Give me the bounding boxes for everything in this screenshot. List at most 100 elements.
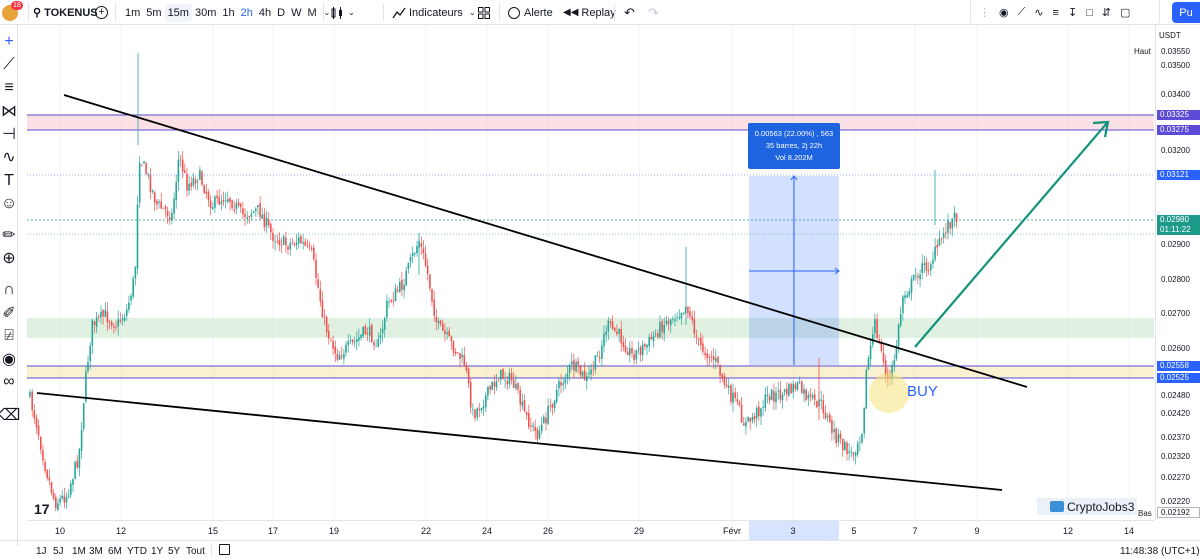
candle-body [467, 368, 470, 384]
candle-body [188, 183, 190, 191]
target-arrow-line[interactable] [914, 122, 1108, 348]
redo-button[interactable]: ↷ [648, 0, 659, 25]
magnet-icon[interactable]: ∩ [3, 281, 15, 298]
trend-line-icon[interactable]: ⟋ [3, 56, 15, 73]
fib-retracement-icon[interactable]: ≡ [4, 79, 14, 96]
candle-body [313, 247, 315, 260]
candle-body [306, 243, 309, 245]
tf-5m[interactable]: 5m [146, 6, 162, 19]
buy-label[interactable]: BUY [907, 383, 938, 400]
range-1d[interactable]: 1J [36, 546, 47, 557]
candle-body [512, 379, 515, 388]
candle-body [551, 404, 554, 408]
long-position-icon[interactable]: ↧ [1067, 7, 1078, 19]
emoji-icon[interactable]: ☺ [0, 195, 18, 212]
fib-lines-icon[interactable]: ≡ [1052, 6, 1059, 19]
candle-body [755, 407, 758, 419]
chart-type-button[interactable]: ⌄ [330, 0, 355, 25]
brush-icon[interactable]: ∿ [2, 149, 16, 166]
range-ytd[interactable]: YTD [127, 546, 147, 557]
candle-body [461, 354, 463, 358]
publish-button[interactable]: Pu [1172, 2, 1200, 23]
brush-icon[interactable]: ∿ [1034, 7, 1044, 19]
candle-body [902, 296, 904, 314]
time-scale[interactable]: 10 12 15 17 19 22 24 26 29 Févr 3 5 7 9 … [27, 520, 1154, 540]
range-6m[interactable]: 6M [108, 546, 122, 557]
crosshair-icon[interactable]: + [4, 33, 14, 50]
tf-1m[interactable]: 1m [125, 6, 141, 19]
candle-body [504, 380, 506, 381]
compare-symbol-button[interactable]: + [95, 0, 108, 25]
candle-body [98, 315, 100, 317]
price-chart[interactable]: 0.00563 (22.00%) , 563 35 barres, 2j 22h… [27, 25, 1154, 520]
candle-body [263, 213, 266, 228]
target-icon[interactable]: ◉ [999, 7, 1009, 19]
measure-arrowhead-right [834, 267, 840, 275]
zoom-in-icon[interactable]: ⊕ [2, 250, 16, 267]
clock-timezone[interactable]: 11:48:38 (UTC+1) [1120, 546, 1200, 557]
undo-button[interactable]: ↶ [624, 0, 635, 25]
candle-body [764, 394, 767, 409]
wedge-upper-trendline[interactable] [63, 94, 1028, 388]
candle-body [282, 236, 285, 245]
notification-badge: 18 [11, 0, 23, 10]
layout-templates-button[interactable] [478, 0, 490, 25]
price-scale[interactable]: USDT Haut 0.03550 0.03500 0.03400 0.0320… [1134, 25, 1200, 520]
candle-body [639, 347, 642, 355]
buy-highlight-circle[interactable] [869, 373, 909, 413]
candle-body [846, 442, 848, 455]
lock-icon[interactable]: ⍯ [4, 327, 14, 344]
candle-body [289, 243, 291, 250]
candle-body [635, 350, 638, 360]
replay-button[interactable]: ◀◀ Replay [563, 0, 616, 25]
range-5y[interactable]: 5Y [168, 546, 181, 557]
tf-D[interactable]: D [277, 6, 286, 19]
tf-M[interactable]: M [307, 6, 317, 19]
range-3m[interactable]: 3M [89, 546, 103, 557]
candle-body [736, 399, 739, 402]
alert-button[interactable]: Alerte [508, 0, 553, 25]
trash-icon[interactable]: ⌫ [0, 407, 21, 424]
candle-body [448, 330, 450, 337]
chevron-down-icon[interactable]: ⌄ [323, 8, 331, 17]
drag-handle-icon[interactable]: ⋮ [979, 7, 990, 19]
ruler-icon[interactable]: ✏ [2, 227, 16, 244]
text-icon[interactable]: T [4, 172, 14, 189]
tradingview-logo[interactable]: 17 [34, 501, 50, 517]
measure-range-icon[interactable]: ⇵ [1101, 7, 1112, 19]
projection-icon[interactable]: ⊣ [2, 126, 16, 143]
link-icon[interactable]: ∞ [3, 373, 15, 390]
tf-4h[interactable]: 4h [258, 6, 272, 19]
tf-15m[interactable]: 15m [164, 3, 192, 22]
tf-1h[interactable]: 1h [222, 6, 235, 19]
candle-body [72, 479, 74, 485]
candle-body [433, 299, 435, 316]
wedge-lower-trendline[interactable] [36, 392, 1003, 491]
tf-W[interactable]: W [291, 6, 302, 19]
eye-icon[interactable]: ◉ [2, 351, 16, 368]
avatar[interactable]: 18 [2, 0, 23, 25]
candle-body [758, 406, 760, 417]
range-all[interactable]: Tout [186, 546, 205, 557]
resistance-zone[interactable] [27, 115, 1154, 130]
rectangle-icon[interactable]: □ [1086, 6, 1093, 19]
indicators-button[interactable]: Indicateurs ⌄ [392, 0, 476, 25]
candle-body [50, 482, 53, 493]
tf-2h[interactable]: 2h [240, 6, 253, 19]
demand-zone-green[interactable] [27, 318, 1154, 338]
range-5d[interactable]: 5J [53, 546, 64, 557]
stay-in-drawing-icon[interactable]: ✐ [2, 305, 16, 322]
alarm-clock-icon [508, 6, 520, 19]
camera-icon[interactable]: ▢ [1120, 7, 1131, 19]
calendar-icon[interactable] [219, 544, 230, 555]
candle-body [760, 408, 762, 417]
symbol-search[interactable]: ⚲ TOKENUS [33, 0, 98, 25]
pattern-icon[interactable]: ⋈ [1, 103, 17, 120]
trend-line-icon[interactable]: ⟋ [1017, 6, 1026, 18]
candle-body [605, 331, 607, 335]
candle-body [390, 300, 392, 302]
candle-body [334, 346, 337, 354]
range-1m[interactable]: 1M [72, 546, 86, 557]
range-1y[interactable]: 1Y [151, 546, 164, 557]
tf-30m[interactable]: 30m [194, 6, 217, 19]
